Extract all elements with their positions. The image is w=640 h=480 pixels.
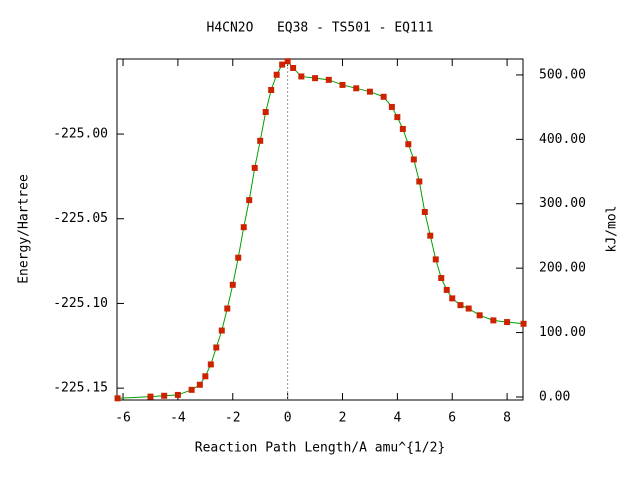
- point: [251, 164, 258, 171]
- point: [432, 256, 439, 263]
- x-tick-label: 2: [339, 411, 347, 426]
- point: [353, 85, 360, 92]
- x-tick-label: 6: [448, 411, 456, 426]
- point: [279, 61, 286, 68]
- chart-title: H4CN2O EQ38 - TS501 - EQ111: [207, 21, 434, 36]
- point: [257, 137, 264, 144]
- point: [114, 395, 121, 402]
- point: [196, 381, 203, 388]
- y2-tick-label: 300.00: [539, 196, 586, 211]
- energy-line: [117, 60, 524, 399]
- point: [427, 232, 434, 239]
- point: [438, 275, 445, 282]
- point: [449, 295, 456, 302]
- x-tick-label: 0: [284, 411, 292, 426]
- y2-tick-label: 500.00: [539, 67, 586, 82]
- point: [399, 125, 406, 132]
- point: [443, 286, 450, 293]
- point: [235, 254, 242, 261]
- point: [405, 141, 412, 148]
- point: [246, 197, 253, 204]
- point: [240, 224, 247, 231]
- y-tick-label: -225.05: [53, 211, 108, 226]
- y-tick-label: -225.10: [53, 296, 108, 311]
- point: [410, 156, 417, 163]
- x-tick-label: -4: [170, 411, 186, 426]
- y2-tick-label: 100.00: [539, 325, 586, 340]
- point: [388, 103, 395, 110]
- x-tick-label: -6: [115, 411, 131, 426]
- x-tick-label: -2: [225, 411, 241, 426]
- point: [207, 361, 214, 368]
- point: [268, 87, 275, 93]
- point: [421, 208, 428, 215]
- point: [366, 88, 373, 95]
- y-tick-label: -225.00: [53, 127, 108, 142]
- point: [298, 73, 305, 80]
- point: [174, 391, 181, 398]
- point: [218, 327, 225, 334]
- point: [465, 305, 472, 312]
- point: [147, 393, 154, 400]
- point: [202, 373, 209, 380]
- point: [224, 305, 231, 312]
- point: [161, 392, 168, 399]
- point: [520, 320, 527, 327]
- point: [457, 302, 464, 309]
- point: [325, 76, 332, 83]
- point: [380, 93, 387, 100]
- point: [229, 281, 236, 288]
- point: [339, 81, 346, 88]
- point: [312, 75, 319, 82]
- plot-frame: [116, 58, 524, 401]
- point: [476, 312, 483, 319]
- point: [284, 58, 291, 65]
- point: [416, 178, 423, 185]
- x-tick-label: 8: [503, 411, 511, 426]
- y2-axis-label: kJ/mol: [605, 206, 620, 253]
- y2-tick-label: 200.00: [539, 261, 586, 276]
- x-axis-label: Reaction Path Length/A amu^{1/2}: [195, 441, 445, 456]
- y-tick-label: -225.15: [53, 381, 108, 396]
- point: [262, 109, 269, 116]
- point: [188, 386, 195, 393]
- point: [490, 317, 497, 324]
- point: [394, 114, 401, 121]
- point: [290, 64, 297, 71]
- point: [213, 344, 220, 351]
- y2-tick-label: 400.00: [539, 132, 586, 147]
- y2-tick-label: 0.00: [539, 389, 570, 404]
- point: [273, 71, 280, 78]
- point: [504, 319, 511, 326]
- y-axis-label: Energy/Hartree: [17, 174, 32, 284]
- x-tick-label: 4: [393, 411, 401, 426]
